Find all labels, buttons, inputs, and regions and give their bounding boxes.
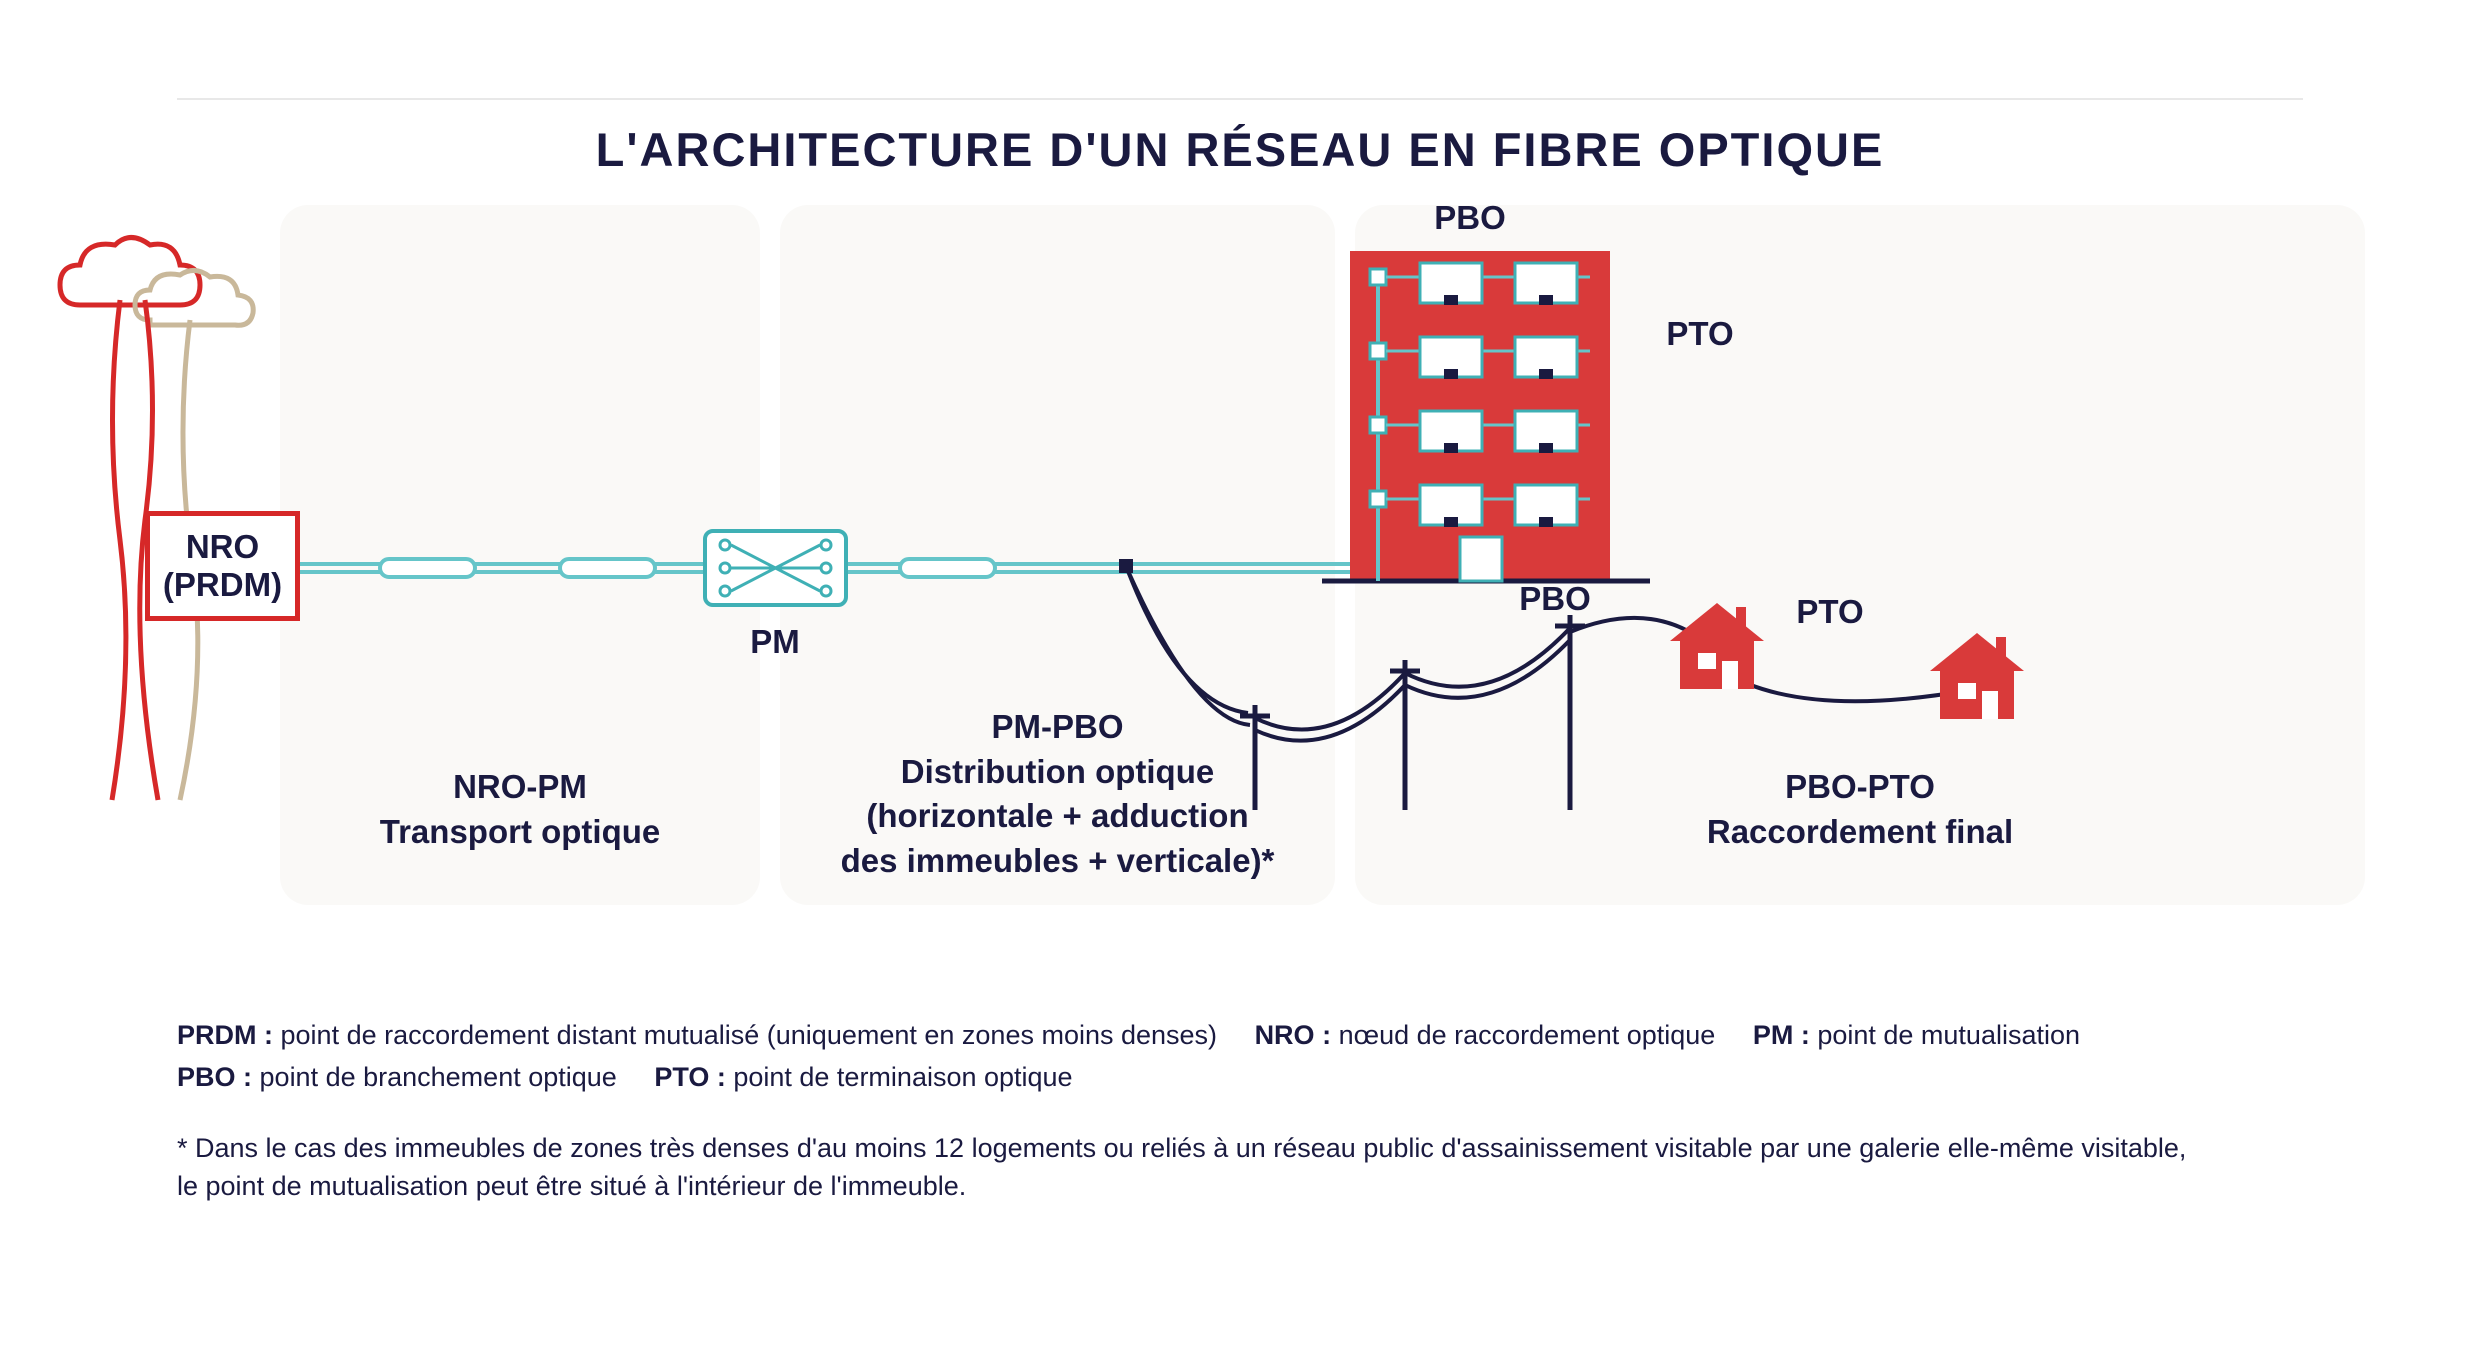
house1-icon [1670,603,1765,693]
pto-house-label: PTO [1785,593,1875,631]
zone3-line2: Raccordement final [1707,813,2013,850]
page-title: L'ARCHITECTURE D'UN RÉSEAU EN FIBRE OPTI… [0,122,2480,177]
zone2-line1: PM-PBO [992,708,1124,745]
pbo-building-label: PBO [1425,199,1515,237]
pm-label: PM [735,623,815,661]
legend-term-1: NRO : [1255,1020,1332,1050]
diagram: NRO-PM Transport optique PM-PBO Distribu… [50,205,2430,905]
zone2-line2: Distribution optique [901,753,1214,790]
legend-def-0: point de raccordement distant mutualisé … [281,1020,1218,1050]
legend-def-2: point de mutualisation [1817,1020,2080,1050]
legend-term-2: PM : [1753,1020,1810,1050]
legend-term-0: PRDM : [177,1020,273,1050]
house2-icon [1930,633,2025,723]
divider [177,98,2303,100]
zone1-line2: Transport optique [380,813,661,850]
pto-building-label: PTO [1655,315,1745,353]
legend-def-3: point de branchement optique [260,1062,617,1092]
pm-box-icon [703,529,848,607]
legend-term-4: PTO : [654,1062,726,1092]
legend-term-3: PBO : [177,1062,252,1092]
zone2-line4: des immeubles + verticale)* [841,842,1275,879]
zone2-line3: (horizontale + adduction [866,797,1248,834]
legend: PRDM : point de raccordement distant mut… [177,1015,2303,1099]
legend-def-1: nœud de raccordement optique [1339,1020,1716,1050]
zone1-line1: NRO-PM [453,768,587,805]
legend-def-4: point de terminaison optique [733,1062,1072,1092]
nro-box: NRO (PRDM) [145,511,300,621]
building-icon [1350,241,1650,591]
nro-line2: (PRDM) [150,566,295,604]
nro-line1: NRO [150,528,295,566]
zone3-line1: PBO-PTO [1785,768,1935,805]
footnote: * Dans le cas des immeubles de zones trè… [177,1130,2303,1206]
zone-nro-pm: NRO-PM Transport optique [280,205,760,905]
